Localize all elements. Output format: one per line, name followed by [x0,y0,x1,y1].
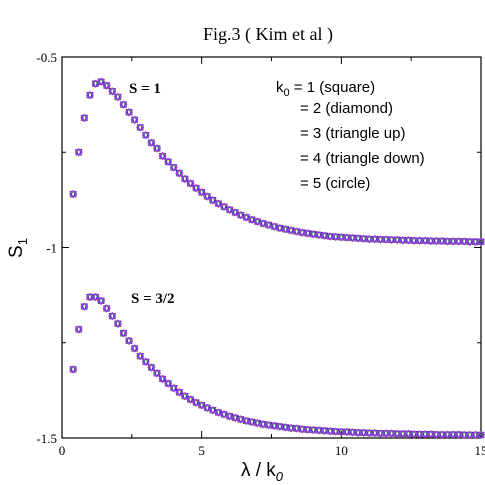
data-point [326,426,335,436]
data-point [186,179,195,188]
data-point [460,430,469,440]
data-point [152,144,162,153]
x-axis-label-main: λ / k [241,460,276,481]
data-point [119,100,128,109]
data-point [381,429,391,438]
data-point [125,336,134,345]
data-point [152,369,162,378]
data-point [97,296,106,305]
figure-title: Fig.3 ( Kim et al ) [203,24,333,45]
plot-frame [61,56,482,439]
x-tick-label: 0 [59,443,66,458]
y-axis-label-main: S [6,245,27,258]
data-point [259,420,268,429]
y-axis-label: S1 [6,238,30,258]
data-point [180,391,189,401]
data-point [197,188,206,197]
data-point [242,416,251,426]
data-point [164,157,173,166]
x-tick-label: 10 [335,443,348,458]
y-tick-label: -1.5 [36,431,57,446]
series-layer [69,77,485,440]
data-point [69,365,78,374]
legend-line-1: k0 = 1 (square) [276,79,375,99]
data-point [147,363,156,372]
legend-line-2: = 2 (diamond) [300,100,393,117]
legend-line-5: = 5 (circle) [300,175,370,192]
data-point [74,148,83,157]
legend-k-symbol: k [276,79,284,96]
x-axis-label-sub: 0 [276,469,284,484]
data-point [141,130,150,140]
axis-ticks: 0 5 10 15 -1.5 -1 -0.5 [36,50,485,458]
data-point [102,81,111,90]
data-point [231,208,240,217]
data-point [130,115,139,125]
data-point [130,344,139,353]
data-point [309,425,318,435]
x-tick-label: 15 [475,443,485,458]
data-point [158,151,167,161]
data-point [169,383,178,393]
data-point [113,92,122,102]
data-point [108,87,117,96]
data-point [175,388,184,397]
data-point [91,292,100,302]
data-point [74,325,83,334]
data-point [136,351,145,361]
data-point [342,233,351,242]
data-point [69,190,78,199]
y-axis-label-sub: 1 [15,238,30,245]
data-point [208,196,217,205]
legend-line-3: = 3 (triangle up) [300,125,405,142]
data-point [370,428,379,438]
data-point [231,413,240,422]
data-point [169,163,178,172]
legend-line-1-text: = 1 (square) [290,79,375,96]
y-tick-label: -0.5 [36,50,57,65]
x-tick-label: 5 [198,443,205,458]
data-point [119,329,128,338]
data-point [303,425,312,434]
data-point [337,233,346,242]
data-point [180,174,189,184]
data-point [476,430,485,440]
data-point [203,192,212,201]
data-point [164,379,173,388]
y-axis-label-group: S1 [6,238,30,258]
data-point [476,237,485,246]
data-point [158,374,167,384]
data-point [113,319,122,328]
x-axis-label: λ / k0 [241,460,284,484]
annotation-s32: S = 3/2 [131,291,175,307]
axes-box [61,56,482,439]
data-point [102,304,111,313]
data-point [147,138,156,147]
data-point [175,169,184,178]
data-point [292,424,301,433]
data-point [141,357,150,366]
data-point [125,108,134,117]
data-point [80,302,89,311]
y-tick-label: -1 [46,241,57,256]
data-point [454,430,463,439]
data-point [136,123,145,132]
data-point [320,231,329,240]
data-point [314,230,324,240]
legend-line-4: = 4 (triangle down) [300,150,425,167]
data-point [97,77,106,86]
annotation-s1: S = 1 [129,81,161,97]
data-point [404,236,413,245]
data-point [108,311,117,321]
data-point [80,113,89,123]
data-point [192,183,201,193]
data-point [85,90,94,100]
legend: k0 = 1 (square) = 2 (diamond) = 3 (trian… [276,79,425,192]
legend-k-subscript: 0 [284,87,290,99]
